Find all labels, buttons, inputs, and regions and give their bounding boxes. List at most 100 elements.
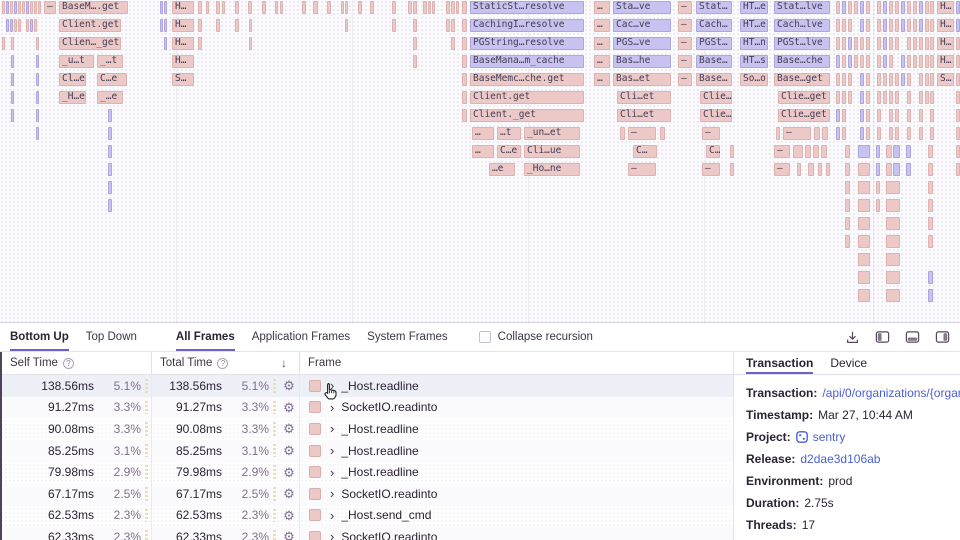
- flame-frame-block[interactable]: [808, 163, 814, 176]
- frame-name[interactable]: SocketIO.readinto: [341, 486, 438, 501]
- flame-frame-block[interactable]: [913, 37, 917, 50]
- flame-frame-block[interactable]: [26, 19, 29, 32]
- layout-right-panel-icon[interactable]: [935, 323, 950, 351]
- flame-frame-block[interactable]: [10, 19, 13, 32]
- flame-frame-block[interactable]: [10, 1, 13, 14]
- flame-frame-block[interactable]: [462, 37, 467, 50]
- flame-frame-block[interactable]: [275, 1, 278, 14]
- flame-frame-block[interactable]: [907, 73, 911, 86]
- flame-frame-block[interactable]: [842, 37, 846, 50]
- flame-frame-block[interactable]: [895, 19, 899, 32]
- flame-frame-block[interactable]: _…t: [97, 55, 123, 68]
- flame-frame-block[interactable]: [345, 19, 348, 32]
- flame-frame-block[interactable]: [877, 91, 881, 104]
- flame-frame-block[interactable]: [842, 127, 846, 140]
- flame-frame-block[interactable]: [814, 127, 820, 140]
- flame-frame-block[interactable]: [866, 19, 870, 32]
- flame-frame-block[interactable]: –: [774, 163, 790, 176]
- flame-frame-block[interactable]: [821, 145, 827, 158]
- table-row[interactable]: 138.56ms 5.1% 138.56ms 5.1% ⚙ › _Host.readline: [0, 375, 733, 397]
- flame-frame-block[interactable]: [805, 145, 811, 158]
- flame-frame-block[interactable]: [893, 145, 900, 158]
- flame-frame-block[interactable]: [842, 73, 846, 86]
- flame-frame-block[interactable]: [18, 1, 21, 14]
- flame-frame-block[interactable]: [866, 1, 870, 14]
- flame-frame-block[interactable]: [895, 37, 899, 50]
- flame-frame-block[interactable]: [660, 127, 665, 140]
- flame-frame-block[interactable]: _Ho…ne: [524, 163, 580, 176]
- flame-frame-block[interactable]: [930, 91, 934, 104]
- flame-frame-block[interactable]: H…: [172, 19, 194, 32]
- flame-frame-block[interactable]: [956, 55, 960, 68]
- flame-frame-block[interactable]: [164, 19, 167, 32]
- flame-frame-block[interactable]: [370, 1, 374, 14]
- flame-frame-block[interactable]: [392, 19, 396, 32]
- table-row[interactable]: 85.25ms 3.1% 85.25ms 3.1% ⚙ › _Host.readline: [0, 439, 733, 462]
- flame-frame-block[interactable]: [858, 199, 870, 212]
- flame-frame-block[interactable]: [876, 181, 880, 194]
- flame-frame-block[interactable]: Bas…et: [613, 73, 671, 86]
- flame-frame-block[interactable]: [877, 19, 881, 32]
- flame-frame-block[interactable]: [845, 217, 850, 230]
- flame-frame-block[interactable]: Stat…: [696, 1, 732, 14]
- tab-application-frames[interactable]: Application Frames: [251, 331, 351, 343]
- flame-frame-block[interactable]: _H…e: [59, 91, 86, 104]
- expand-chevron-icon[interactable]: ›: [330, 529, 335, 540]
- flame-frame-block[interactable]: Cl…e: [59, 73, 86, 86]
- collapse-recursion-option[interactable]: Collapse recursion: [478, 323, 593, 351]
- flame-frame-block[interactable]: [907, 55, 911, 68]
- flame-frame-block[interactable]: …: [594, 55, 610, 68]
- detail-value-link[interactable]: d2dae3d106ab: [800, 452, 881, 466]
- flame-frame-block[interactable]: [108, 181, 112, 194]
- flame-frame-block[interactable]: HT…e: [740, 1, 768, 14]
- flame-frame-block[interactable]: [866, 91, 870, 104]
- flame-frame-block[interactable]: [845, 199, 850, 212]
- expand-chevron-icon[interactable]: ›: [330, 378, 335, 394]
- flame-frame-block[interactable]: [886, 271, 900, 284]
- flame-frame-block[interactable]: [160, 19, 163, 32]
- layout-left-panel-icon[interactable]: [875, 323, 890, 351]
- flame-frame-block[interactable]: [860, 127, 864, 140]
- flame-frame-block[interactable]: [108, 145, 112, 158]
- flame-frame-block[interactable]: [907, 1, 911, 14]
- flame-frame-block[interactable]: Base…: [696, 55, 732, 68]
- flame-frame-block[interactable]: [836, 127, 840, 140]
- detail-value-link[interactable]: sentry: [812, 430, 846, 444]
- flame-frame-block[interactable]: [928, 217, 933, 230]
- flame-frame-block[interactable]: [413, 1, 417, 14]
- flame-frame-block[interactable]: –: [628, 127, 656, 140]
- flame-frame-block[interactable]: Cach…: [696, 19, 732, 32]
- column-header-self-time[interactable]: Self Time ?: [0, 352, 152, 374]
- flame-frame-block[interactable]: [886, 145, 892, 158]
- tab-top-down[interactable]: Top Down: [85, 331, 137, 343]
- flame-frame-block[interactable]: Base…get: [774, 73, 830, 86]
- flame-frame-block[interactable]: [836, 91, 840, 104]
- detail-value-link[interactable]: /api/0/organizations/{organ…: [822, 386, 960, 400]
- flame-frame-block[interactable]: –: [783, 127, 811, 140]
- info-icon[interactable]: ?: [62, 357, 74, 369]
- flame-frame-block[interactable]: [928, 145, 933, 158]
- flame-frame-block[interactable]: [913, 55, 917, 68]
- flame-frame-block[interactable]: [901, 73, 905, 86]
- flame-frame-block[interactable]: [848, 37, 852, 50]
- flame-frame-block[interactable]: [901, 55, 905, 68]
- flame-frame-block[interactable]: [930, 109, 934, 122]
- flame-frame-block[interactable]: CachingI…resolve: [470, 19, 584, 32]
- flame-frame-block[interactable]: [895, 91, 899, 104]
- flame-frame-block[interactable]: [919, 55, 923, 68]
- flame-frame-block[interactable]: [216, 19, 220, 32]
- column-header-total-time[interactable]: Total Time ? ↓: [152, 352, 300, 374]
- flame-frame-block[interactable]: [826, 163, 830, 176]
- flame-frame-block[interactable]: [930, 37, 934, 50]
- flame-frame-block[interactable]: [428, 1, 431, 14]
- flame-frame-block[interactable]: [30, 1, 33, 14]
- flame-frame-block[interactable]: [928, 181, 933, 194]
- flame-frame-block[interactable]: [866, 55, 870, 68]
- flame-frame-block[interactable]: [854, 1, 858, 14]
- frame-name[interactable]: _Host.send_cmd: [341, 508, 432, 523]
- flame-frame-block[interactable]: [164, 37, 167, 50]
- flame-frame-block[interactable]: HT…s: [740, 55, 768, 68]
- layout-bottom-panel-icon[interactable]: [905, 323, 920, 351]
- tab-all-frames[interactable]: All Frames: [175, 323, 235, 351]
- flame-frame-block[interactable]: [895, 127, 899, 140]
